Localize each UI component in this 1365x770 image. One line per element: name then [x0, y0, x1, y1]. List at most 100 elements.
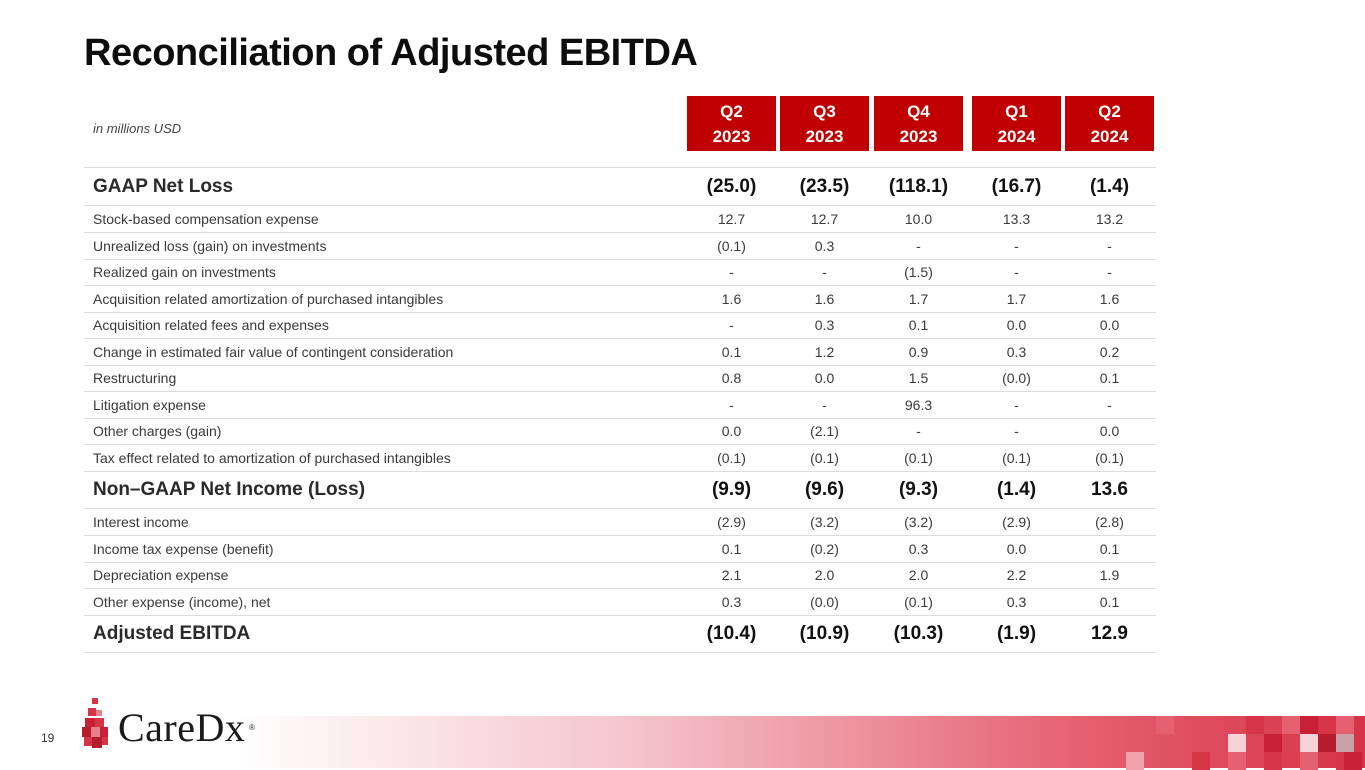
- page-number: 19: [41, 731, 55, 745]
- row-value: 0.0: [1099, 317, 1120, 333]
- row-value: -: [1107, 238, 1112, 254]
- row-value: (0.1): [717, 238, 746, 254]
- footer-gradient-band: [230, 716, 1365, 768]
- row-value: -: [729, 264, 734, 280]
- footer-pixel: [1246, 716, 1264, 734]
- row-value: (16.7): [991, 176, 1042, 197]
- row-label: Other charges (gain): [93, 423, 222, 439]
- table-row: Other expense (income), net 0.3 (0.0) (0.1)…: [84, 589, 1156, 616]
- row-value: 13.3: [1002, 211, 1031, 227]
- row-value: (10.9): [799, 623, 850, 644]
- row-value: (9.9): [711, 479, 752, 500]
- row-value: 96.3: [904, 397, 933, 413]
- row-value: 12.9: [1091, 623, 1128, 644]
- row-value: -: [822, 264, 827, 280]
- table-row-total: GAAP Net Loss (25.0) (23.5) (118.1) (16.7) (1…: [84, 168, 1156, 206]
- footer-pixel: [1264, 752, 1282, 770]
- table-row: Depreciation expense 2.1 2.0 2.0 2.2 1.9: [84, 562, 1156, 589]
- row-label: Realized gain on investments: [93, 264, 276, 280]
- row-value: (9.6): [804, 479, 845, 500]
- table-row: Realized gain on investments - - (1.5) - -: [84, 259, 1156, 286]
- row-value: (0.1): [904, 450, 933, 466]
- table-row: Income tax expense (benefit) 0.1 (0.2) 0.3 0…: [84, 536, 1156, 563]
- row-value: 12.7: [717, 211, 746, 227]
- row-value: (23.5): [799, 176, 850, 197]
- row-value: 0.1: [1099, 541, 1120, 557]
- column-header-quarter: Q4: [907, 101, 930, 121]
- row-value: -: [729, 317, 734, 333]
- row-value: -: [1014, 264, 1019, 280]
- row-label: Change in estimated fair value of contin…: [93, 344, 454, 360]
- page-title: Reconciliation of Adjusted EBITDA: [84, 32, 698, 74]
- footer-pixel: [1300, 752, 1318, 770]
- row-value: 1.2: [814, 344, 835, 360]
- row-value: (0.1): [904, 594, 933, 610]
- row-label: Acquisition related amortization of purc…: [93, 291, 444, 307]
- row-value: (2.1): [810, 423, 839, 439]
- registered-mark: ®: [249, 723, 255, 732]
- row-value: -: [822, 397, 827, 413]
- row-label: Adjusted EBITDA: [93, 623, 251, 644]
- row-value: 2.0: [908, 567, 929, 583]
- row-value: (3.2): [810, 514, 839, 530]
- row-value: (25.0): [706, 176, 757, 197]
- row-value: -: [1107, 264, 1112, 280]
- column-header-quarter: Q1: [1005, 101, 1028, 121]
- footer-pixel: [1336, 734, 1354, 752]
- table-row: Litigation expense - - 96.3 - -: [84, 392, 1156, 419]
- row-value: 1.7: [1006, 291, 1027, 307]
- column-header: Q2 2023: [687, 96, 776, 151]
- footer-pixel: [1300, 716, 1318, 734]
- footer-pixel: [1228, 752, 1246, 770]
- column-header-year: 2024: [997, 126, 1036, 146]
- column-header-year: 2023: [805, 126, 844, 146]
- row-value: -: [1014, 238, 1019, 254]
- row-value: (0.0): [1002, 370, 1031, 386]
- table-row: Unrealized loss (gain) on investments (0.…: [84, 233, 1156, 260]
- row-value: (1.4): [1089, 176, 1130, 197]
- row-value: 10.0: [904, 211, 933, 227]
- table-row: Change in estimated fair value of contin…: [84, 339, 1156, 366]
- row-value: (1.9): [996, 623, 1037, 644]
- table-row: Tax effect related to amortization of pu…: [84, 445, 1156, 472]
- row-value: 0.3: [1006, 344, 1027, 360]
- row-value: 0.3: [1006, 594, 1027, 610]
- row-value: 1.6: [814, 291, 835, 307]
- row-value: 0.0: [1006, 541, 1027, 557]
- row-value: 0.2: [1099, 344, 1120, 360]
- row-value: 13.2: [1095, 211, 1124, 227]
- row-value: 0.0: [1006, 317, 1027, 333]
- row-value: 0.1: [908, 317, 929, 333]
- table-row: Acquisition related amortization of purc…: [84, 286, 1156, 313]
- row-label: Depreciation expense: [93, 567, 229, 583]
- row-value: 0.1: [1099, 370, 1120, 386]
- column-header-quarter: Q2: [1098, 101, 1121, 121]
- row-value: 12.7: [810, 211, 839, 227]
- row-value: 0.0: [721, 423, 742, 439]
- row-value: (1.4): [996, 479, 1037, 500]
- row-value: 1.7: [908, 291, 929, 307]
- row-value: -: [1014, 397, 1019, 413]
- row-value: 0.0: [1099, 423, 1120, 439]
- row-value: 0.8: [721, 370, 742, 386]
- row-value: 0.3: [721, 594, 742, 610]
- row-label: Tax effect related to amortization of pu…: [93, 450, 451, 466]
- footer-pixel: [1126, 752, 1144, 770]
- row-value: 0.3: [814, 317, 835, 333]
- row-label: Income tax expense (benefit): [93, 541, 274, 557]
- row-value: 0.3: [908, 541, 929, 557]
- row-label: Non–GAAP Net Income (Loss): [93, 479, 366, 500]
- row-value: (0.1): [717, 450, 746, 466]
- column-header-quarter: Q3: [813, 101, 836, 121]
- row-value: (3.2): [904, 514, 933, 530]
- table-row: Stock-based compensation expense 12.7 12.7…: [84, 206, 1156, 233]
- row-value: (1.5): [904, 264, 933, 280]
- row-value: -: [916, 423, 921, 439]
- column-header: Q3 2023: [780, 96, 869, 151]
- row-value: (2.9): [1002, 514, 1031, 530]
- row-value: 0.3: [814, 238, 835, 254]
- row-label: GAAP Net Loss: [93, 176, 234, 197]
- row-value: -: [1107, 397, 1112, 413]
- row-value: 0.1: [1099, 594, 1120, 610]
- table-top-rule: [84, 167, 1156, 168]
